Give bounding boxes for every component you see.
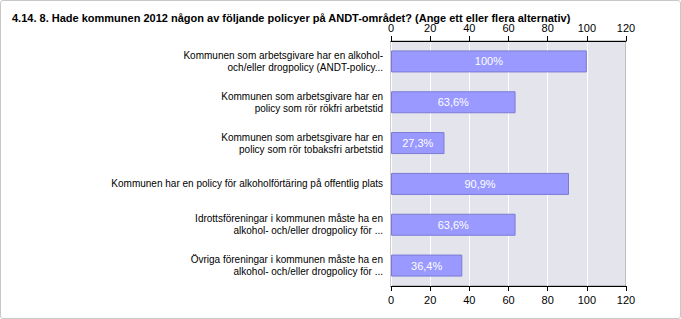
svg-text:20: 20 [424,294,436,306]
svg-text:alkohol- och/eller drogpolicy: alkohol- och/eller drogpolicy för ... [233,266,383,277]
svg-text:Kommunen som arbetsgivare har: Kommunen som arbetsgivare har en alkohol… [183,50,383,61]
svg-text:0: 0 [387,21,395,34]
svg-text:40: 40 [463,294,475,306]
svg-text:4.14. 8. Hade kommunen 2012 nå: 4.14. 8. Hade kommunen 2012 någon av föl… [12,12,571,24]
svg-text:60: 60 [502,294,514,306]
svg-text:Kommunen som arbetsgivare har: Kommunen som arbetsgivare har en [221,91,383,102]
svg-text:100: 100 [578,294,596,306]
svg-text:36,4%: 36,4% [411,260,442,272]
svg-text:63,6%: 63,6% [438,219,469,231]
svg-text:80: 80 [541,21,554,34]
svg-text:80: 80 [542,294,554,306]
svg-text:40: 40 [463,21,476,34]
svg-text:20: 20 [424,21,437,34]
svg-text:Övriga föreningar i kommunen m: Övriga föreningar i kommunen måste ha en [191,254,383,265]
svg-text:Idrottsföreningar i kommunen m: Idrottsföreningar i kommunen måste ha en [195,213,383,224]
svg-text:100%: 100% [475,55,503,67]
svg-text:Kommunen som arbetsgivare har: Kommunen som arbetsgivare har en [221,132,383,143]
svg-text:alkohol- och/eller drogpolicy: alkohol- och/eller drogpolicy för ... [233,225,383,236]
svg-text:27,3%: 27,3% [402,137,433,149]
svg-text:policy som rör rökfri arbetsti: policy som rör rökfri arbetstid [255,103,383,114]
svg-text:Kommunen har en policy för alk: Kommunen har en policy för alkoholförtär… [111,178,383,189]
svg-text:60: 60 [502,21,515,34]
svg-text:och/eller drogpolicy (ANDT-pol: och/eller drogpolicy (ANDT-policy... [228,62,383,73]
svg-text:90,9%: 90,9% [464,178,495,190]
svg-text:63,6%: 63,6% [438,96,469,108]
svg-text:100: 100 [578,22,596,34]
svg-text:policy som rör tobaksfri arbet: policy som rör tobaksfri arbetstid [239,144,383,155]
svg-text:120: 120 [617,294,635,306]
svg-text:120: 120 [617,22,635,34]
svg-text:0: 0 [388,294,394,306]
